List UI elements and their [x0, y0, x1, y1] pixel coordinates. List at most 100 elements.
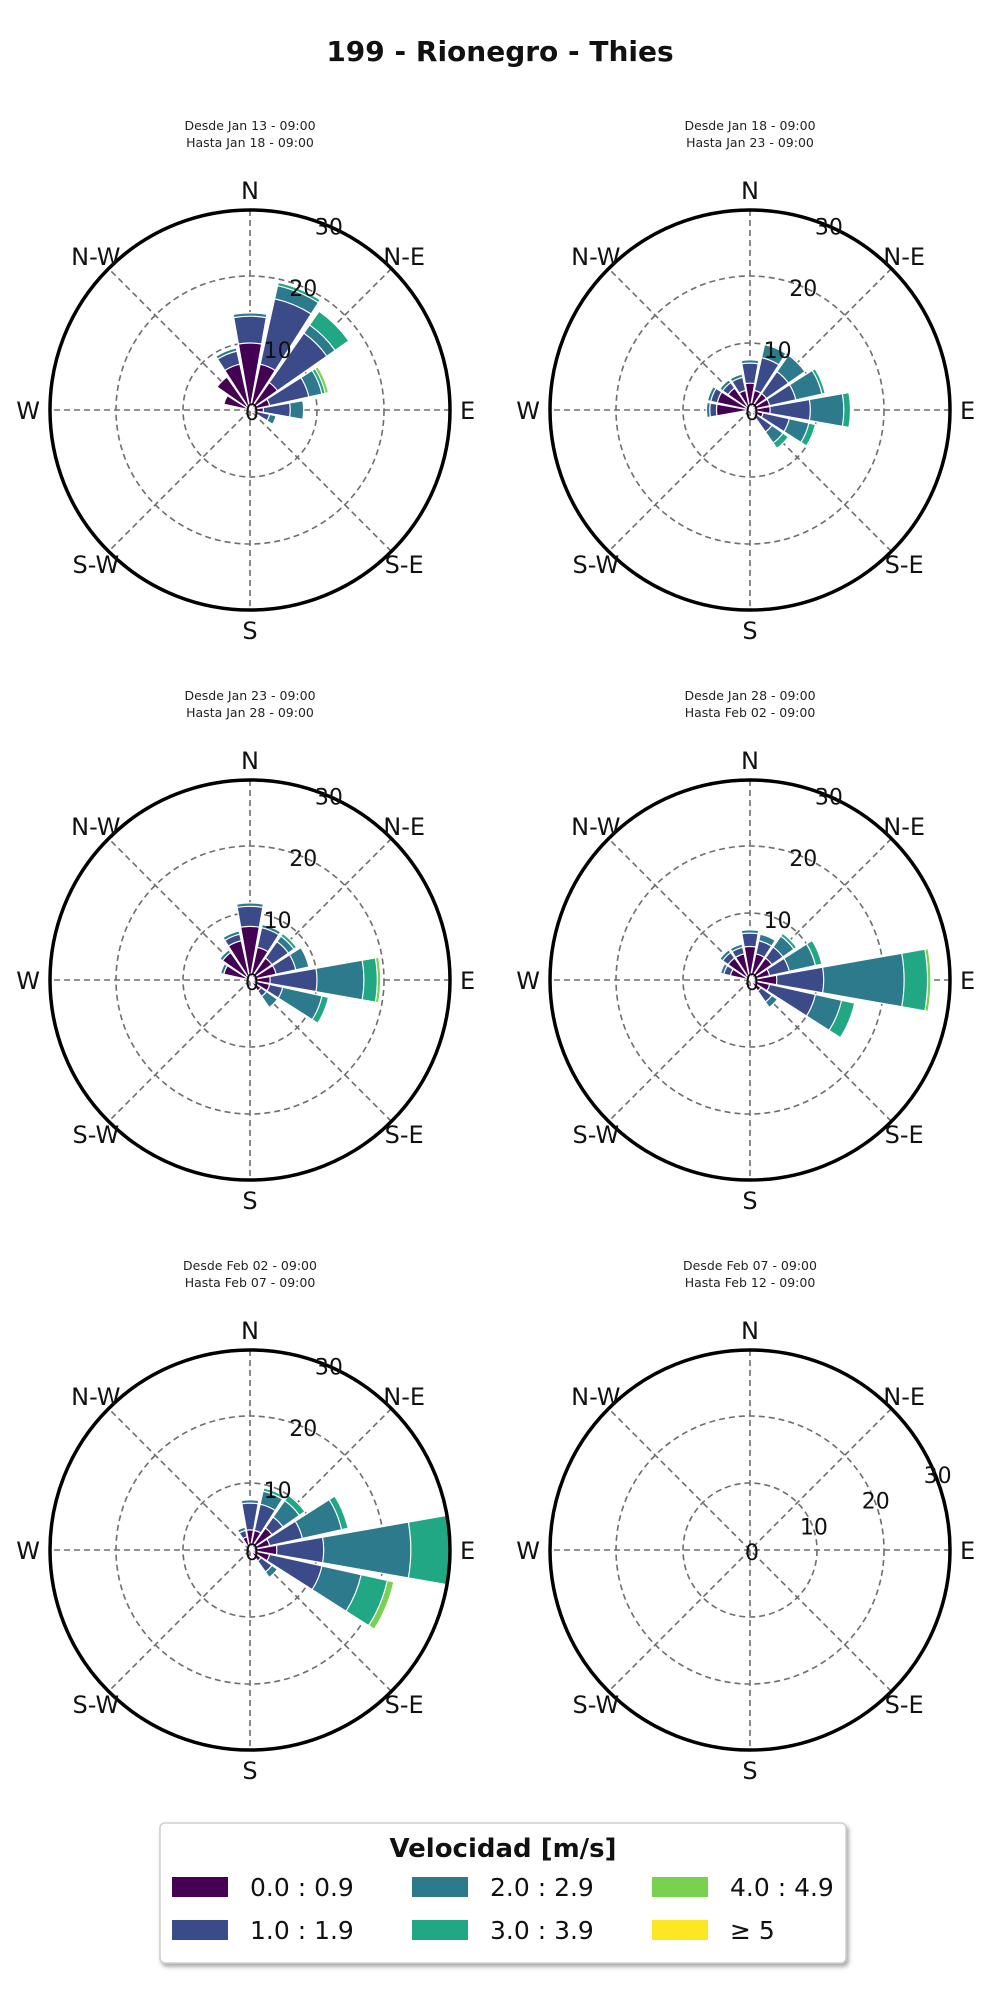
direction-label: E: [460, 967, 475, 995]
direction-label: S: [742, 617, 757, 645]
legend-label: ≥ 5: [730, 1916, 775, 1945]
rose-bar: [245, 1529, 255, 1551]
radial-gridline: [108, 268, 392, 552]
rose-bar: [249, 363, 277, 411]
direction-label: E: [460, 397, 475, 425]
ring-label: 20: [289, 1417, 317, 1442]
rose-bar: [249, 979, 262, 992]
direction-label: E: [960, 967, 975, 995]
direction-label: N: [741, 177, 759, 205]
rose-bar: [249, 409, 258, 415]
direction-label: S: [242, 1187, 257, 1215]
rose-bar: [249, 964, 277, 981]
rose-bar: [749, 952, 905, 1008]
direction-label: W: [516, 1537, 540, 1565]
outer-circle: [48, 778, 452, 1182]
outer-circle: [48, 208, 452, 612]
ring-label: 0: [245, 401, 259, 426]
rose-bar: [249, 946, 269, 981]
direction-label: S-W: [73, 551, 120, 579]
ring-label: 10: [264, 909, 292, 934]
panel-subtitle: Desde Jan 23 - 09:00: [184, 688, 315, 703]
rose-bar: [249, 1536, 325, 1564]
rose-bar: [749, 389, 762, 411]
ring-gridline: [615, 275, 885, 545]
panel-subtitle: Desde Jan 28 - 09:00: [684, 688, 815, 703]
direction-label: S-W: [573, 551, 620, 579]
panel-subtitle: Hasta Jan 23 - 09:00: [686, 135, 814, 150]
rose-bar: [239, 925, 261, 981]
ring-label: 20: [789, 277, 817, 302]
rose-bar: [249, 1544, 278, 1556]
rose-bar: [249, 1549, 262, 1562]
ring-label: 30: [315, 1355, 343, 1380]
rose-bar: [223, 964, 251, 981]
rose-bar: [249, 1538, 271, 1551]
rose-bar: [223, 363, 251, 411]
rose-bar: [749, 398, 771, 411]
rose-bar: [749, 974, 778, 986]
radial-gridline: [608, 268, 892, 552]
rose-bar: [749, 979, 762, 992]
legend-swatch: [652, 1877, 708, 1897]
direction-label: N-E: [883, 1383, 925, 1411]
direction-label: W: [16, 967, 40, 995]
panel-subtitle: Hasta Feb 12 - 09:00: [685, 1275, 816, 1290]
direction-label: N-W: [571, 813, 620, 841]
rose-bar: [749, 968, 771, 981]
direction-label: S: [742, 1187, 757, 1215]
panel-subtitle: Hasta Feb 02 - 09:00: [685, 705, 816, 720]
ring-label: 0: [745, 401, 759, 426]
rose-bar: [237, 342, 263, 411]
rose-bar: [734, 953, 751, 981]
direction-label: S-W: [73, 1121, 120, 1149]
windrose-panel: Desde Feb 07 - 09:00 Hasta Feb 12 - 09:00…: [516, 1258, 975, 1785]
direction-label: S: [742, 1757, 757, 1785]
panel-subtitle: Desde Jan 13 - 09:00: [184, 118, 315, 133]
direction-label: N: [241, 177, 259, 205]
rose-bar: [241, 1536, 251, 1551]
windrose-panel: Desde Jan 18 - 09:00 Hasta Jan 23 - 09:00…: [516, 118, 975, 645]
direction-label: S-E: [385, 551, 424, 579]
direction-label: N-W: [71, 813, 120, 841]
direction-label: S-W: [73, 1691, 120, 1719]
rose-bar: [249, 979, 271, 992]
legend-label: 0.0 : 0.9: [250, 1873, 354, 1902]
direction-label: S-W: [573, 1691, 620, 1719]
panel-subtitle: Hasta Feb 07 - 09:00: [185, 1275, 316, 1290]
rose-bar: [727, 957, 751, 981]
rose-bar: [227, 940, 251, 981]
rose-bar: [216, 376, 251, 411]
legend-swatch: [412, 1877, 468, 1897]
legend-swatch: [172, 1920, 228, 1940]
direction-label: N: [741, 1317, 759, 1345]
panel-subtitle: Desde Feb 02 - 09:00: [183, 1258, 317, 1273]
direction-label: N: [241, 747, 259, 775]
ring-label: 20: [789, 847, 817, 872]
outer-circle: [548, 1348, 952, 1752]
rose-bar: [249, 406, 264, 414]
rose-bar: [749, 957, 773, 981]
rose-bar: [749, 979, 771, 992]
windrose-panel: Desde Jan 28 - 09:00 Hasta Feb 02 - 09:00…: [516, 688, 975, 1215]
legend-label: 2.0 : 2.9: [490, 1873, 594, 1902]
direction-label: W: [516, 967, 540, 995]
ring-label: 20: [289, 277, 317, 302]
ring-label: 10: [264, 339, 292, 364]
direction-label: S-E: [385, 1691, 424, 1719]
rose-bar: [738, 389, 751, 411]
ring-label: 30: [315, 785, 343, 810]
ring-label: 30: [815, 215, 843, 240]
rose-bar: [249, 398, 271, 411]
rose-bar: [249, 967, 318, 993]
direction-label: W: [516, 397, 540, 425]
direction-label: S-E: [385, 1121, 424, 1149]
legend-swatch: [652, 1920, 708, 1940]
rose-bar: [249, 1521, 412, 1579]
ring-gridline: [115, 845, 385, 1115]
ring-label: 20: [862, 1490, 890, 1515]
direction-label: N-W: [71, 1383, 120, 1411]
outer-circle: [548, 208, 952, 612]
ring-label: 20: [289, 847, 317, 872]
legend: Velocidad [m/s] 0.0 : 0.9 1.0 : 1.9 2.0 : …: [159, 1822, 847, 1964]
